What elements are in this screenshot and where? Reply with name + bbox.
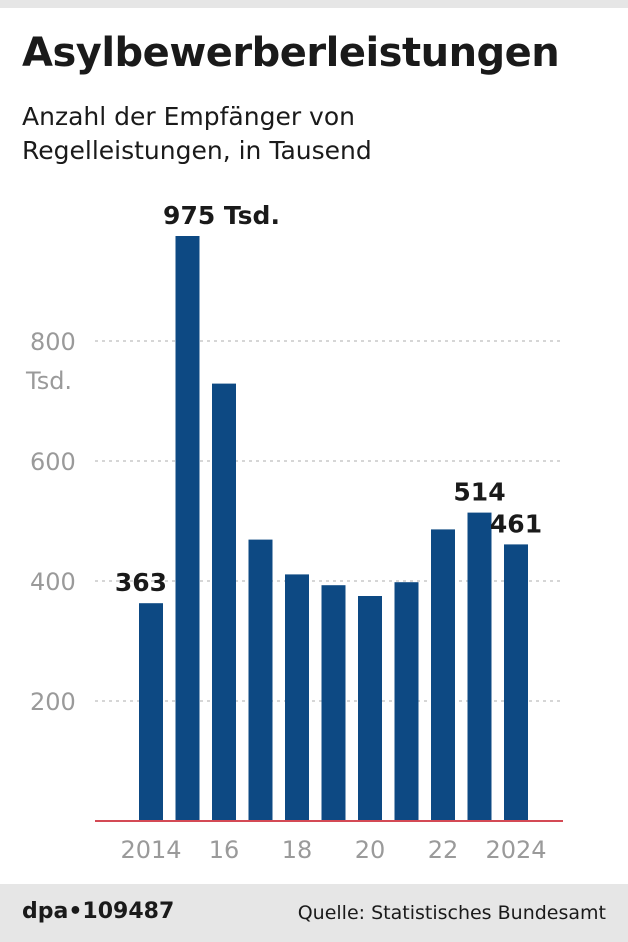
- y-tick-label-600: 600: [30, 448, 76, 476]
- bar-2022: [431, 529, 455, 821]
- x-tick-label-2018: 18: [282, 836, 313, 864]
- bar-2016: [212, 383, 236, 821]
- x-tick-label-2024: 2024: [485, 836, 546, 864]
- bar-2023: [467, 512, 492, 821]
- bar-chart: 200 400 600 800 Tsd. 2014 16 18 20 22 2024 363 975 T…: [25, 201, 563, 864]
- chart-title: Asylbewerberleistungen: [22, 30, 560, 76]
- bar-2024: [504, 544, 528, 821]
- y-tick-label-400: 400: [30, 568, 76, 596]
- footer-bar: dpa•109487 Quelle: Statistisches Bundesa…: [0, 884, 628, 942]
- data-label-2023: 514: [453, 478, 505, 507]
- y-unit-label: Tsd.: [25, 367, 72, 395]
- bar-2015: [175, 236, 200, 821]
- x-tick-label-2022: 22: [428, 836, 459, 864]
- data-label-2014: 363: [115, 568, 167, 597]
- footer-credit: dpa•109487: [22, 899, 175, 924]
- bar-2018: [285, 574, 309, 821]
- data-label-2015: 975 Tsd.: [163, 201, 280, 230]
- x-tick-label-2016: 16: [209, 836, 240, 864]
- top-strip: [0, 0, 628, 8]
- bar-2017: [248, 539, 273, 821]
- y-tick-label-800: 800: [30, 328, 76, 356]
- x-tick-label-2014: 2014: [120, 836, 181, 864]
- bar-2020: [358, 596, 382, 821]
- footer-source: Quelle: Statistisches Bundesamt: [297, 902, 606, 924]
- chart-subtitle: Anzahl der Empfänger von Regelleistungen…: [22, 102, 372, 165]
- bar-2019: [321, 585, 346, 821]
- bar-2014: [139, 603, 163, 821]
- y-tick-label-200: 200: [30, 688, 76, 716]
- bar-2021: [394, 582, 419, 821]
- x-tick-label-2020: 20: [355, 836, 386, 864]
- data-label-2024: 461: [490, 509, 542, 538]
